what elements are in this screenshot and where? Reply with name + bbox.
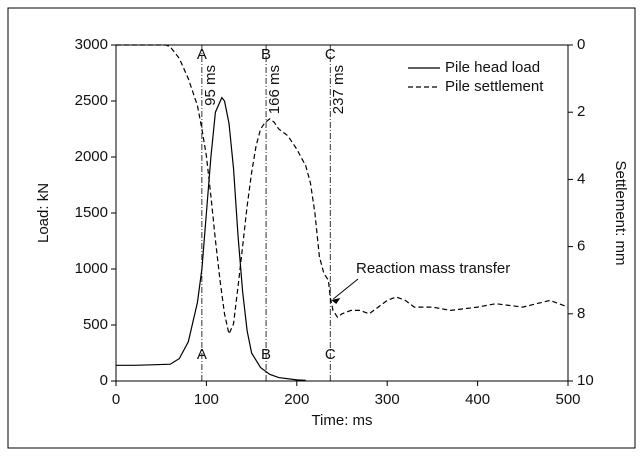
legend-label: Pile settlement xyxy=(445,78,544,95)
marker-letter-top: B xyxy=(261,46,271,63)
series-line xyxy=(116,44,569,336)
frame xyxy=(7,7,636,449)
marker-letter-top: C xyxy=(325,46,336,63)
x-axis-label: Time: ms xyxy=(311,412,372,429)
annotation-arrowhead xyxy=(331,298,341,304)
x-tick-label: 0 xyxy=(112,391,120,408)
marker-letter-bottom: A xyxy=(197,346,207,363)
y2-axis-label: Settlement: mm xyxy=(612,160,629,265)
y2-tick-label: 0 xyxy=(577,36,585,53)
y-tick-label: 2500 xyxy=(75,92,108,109)
legend-label: Pile head load xyxy=(445,59,540,76)
x-tick-label: 500 xyxy=(555,391,580,408)
y2-tick-label: 6 xyxy=(577,238,585,255)
marker-label: 237 ms xyxy=(330,65,347,114)
series-line xyxy=(116,96,306,381)
y-tick-label: 2000 xyxy=(75,148,108,165)
y2-tick-label: 4 xyxy=(577,170,585,187)
y-tick-label: 1000 xyxy=(75,260,108,277)
y-tick-label: 1500 xyxy=(75,204,108,221)
y2-tick-label: 2 xyxy=(577,103,585,120)
y2-tick-label: 10 xyxy=(577,372,594,389)
marker-label: 95 ms xyxy=(202,65,219,106)
annotation-text: Reaction mass transfer xyxy=(356,260,510,277)
y-tick-label: 3000 xyxy=(75,36,108,53)
marker-letter-bottom: B xyxy=(261,346,271,363)
y-axis-label: Load: kN xyxy=(35,183,52,243)
x-tick-label: 400 xyxy=(465,391,490,408)
annotation-arrow xyxy=(332,278,359,300)
y2-tick-label: 8 xyxy=(577,305,585,322)
y-tick-label: 0 xyxy=(100,372,108,389)
x-tick-label: 100 xyxy=(194,391,219,408)
marker-letter-top: A xyxy=(197,46,207,63)
marker-label: 166 ms xyxy=(266,65,283,114)
marker-letter-bottom: C xyxy=(325,346,336,363)
x-tick-label: 300 xyxy=(375,391,400,408)
y-tick-label: 500 xyxy=(83,316,108,333)
x-tick-label: 200 xyxy=(284,391,309,408)
